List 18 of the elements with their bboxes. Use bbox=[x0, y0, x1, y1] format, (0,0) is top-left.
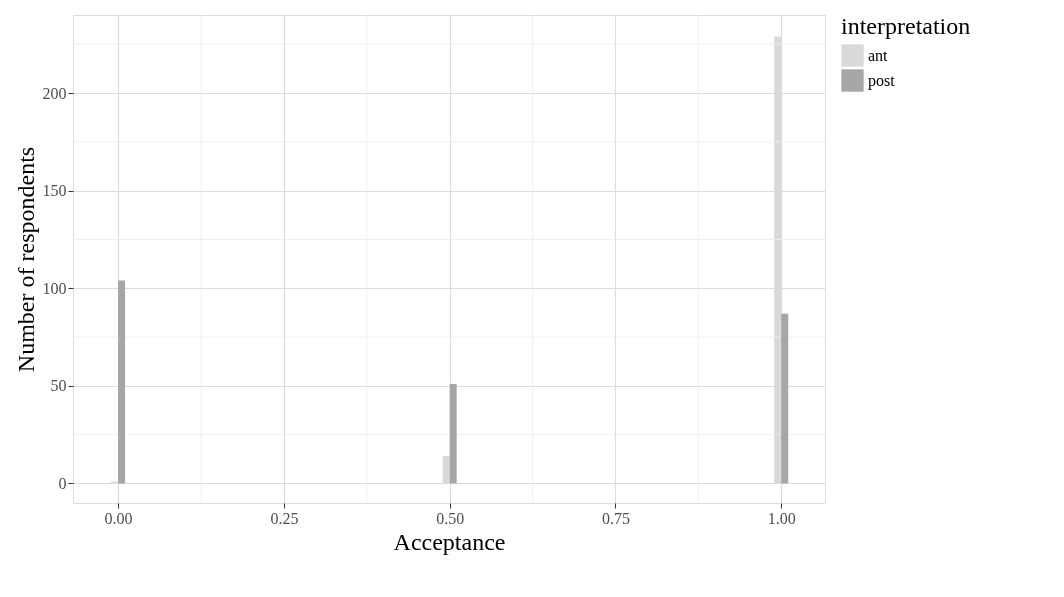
bar bbox=[118, 280, 126, 484]
x-tick-label: 0.75 bbox=[601, 509, 630, 527]
bar bbox=[781, 313, 789, 484]
x-tick-label: 1.00 bbox=[767, 509, 796, 527]
y-tick-label: 50 bbox=[50, 377, 67, 395]
legend-label: post bbox=[868, 71, 896, 90]
legend-label: ant bbox=[868, 46, 889, 64]
x-tick-label: 0.25 bbox=[270, 509, 299, 527]
y-tick-label: 0 bbox=[58, 474, 67, 492]
x-tick-label: 0.50 bbox=[436, 509, 465, 527]
y-axis-title: Number of respondents bbox=[12, 146, 39, 373]
y-tick-label: 100 bbox=[42, 279, 67, 297]
y-tick-label: 150 bbox=[42, 182, 67, 200]
y-tick-label: 200 bbox=[42, 84, 67, 102]
legend-title: interpretation bbox=[841, 13, 971, 39]
x-tick-label: 0.00 bbox=[104, 509, 133, 527]
x-axis-title: Acceptance bbox=[393, 528, 506, 555]
bar bbox=[449, 383, 457, 484]
